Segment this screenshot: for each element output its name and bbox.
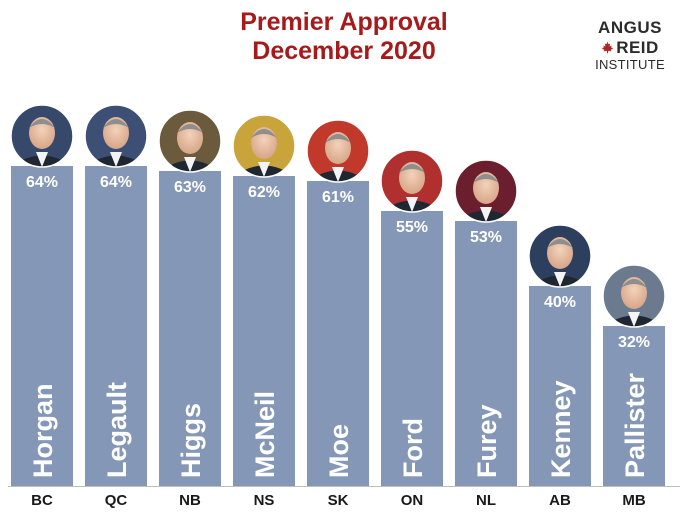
premier-name-label: Legault (102, 382, 132, 478)
province-label-on: ON (401, 492, 424, 509)
angus-reid-logo: ANGUS REID INSTITUTE (582, 18, 678, 73)
value-label: 40% (544, 294, 576, 311)
premier-photo (528, 224, 592, 288)
province-label-sk: SK (328, 492, 349, 509)
premier-photo (10, 104, 74, 168)
chart-title: Premier Approval December 2020 (0, 8, 688, 66)
province-label-nb: NB (179, 492, 201, 509)
logo-line-2: REID (582, 38, 678, 57)
premier-photo (454, 159, 518, 223)
province-label-qc: QC (105, 492, 128, 509)
chart-title-line: Premier Approval (240, 8, 448, 36)
bar-ab (529, 286, 591, 486)
value-label: 55% (396, 219, 428, 236)
premier-name-label: McNeil (250, 391, 280, 478)
bar-on (381, 211, 443, 486)
premier-photo (306, 119, 370, 183)
value-label: 63% (174, 179, 206, 196)
maple-leaf-icon (601, 41, 614, 54)
bar-nl (455, 221, 517, 486)
bar-qc (85, 166, 147, 486)
premier-photo (602, 264, 666, 328)
logo-line-2-text: REID (616, 38, 659, 57)
premier-name-label: Pallister (620, 372, 650, 478)
value-label: 53% (470, 229, 502, 246)
chart-subtitle: December 2020 (252, 37, 436, 65)
premier-name-label: Kenney (546, 380, 576, 478)
value-label: 64% (100, 174, 132, 191)
premier-photo (84, 104, 148, 168)
province-label-ns: NS (254, 492, 275, 509)
value-label: 32% (618, 334, 650, 351)
province-label-ab: AB (549, 492, 571, 509)
bar-nb (159, 171, 221, 486)
premier-name-label: Moe (324, 424, 354, 478)
province-label-bc: BC (31, 492, 53, 509)
logo-line-3: INSTITUTE (595, 57, 665, 72)
bar-ns (233, 176, 295, 486)
premier-photo (232, 114, 296, 178)
bar-bc (11, 166, 73, 486)
premier-name-label: Horgan (28, 384, 58, 479)
premier-name-label: Furey (472, 404, 502, 478)
premier-name-label: Ford (398, 418, 428, 478)
province-label-nl: NL (476, 492, 496, 509)
photos-group (10, 104, 666, 328)
value-label: 62% (248, 184, 280, 201)
x-axis-labels: BC QC NB NS SK ON NL AB MB (31, 492, 646, 509)
premier-photo (158, 109, 222, 173)
value-label: 61% (322, 189, 354, 206)
bar-sk (307, 181, 369, 486)
bars-group: 64% Horgan 64% Legault 63% Higgs 62% McNeil 61% M… (11, 166, 665, 486)
value-label: 64% (26, 174, 58, 191)
logo-line-1: ANGUS (598, 18, 662, 37)
bar-mb (603, 326, 665, 486)
province-label-mb: MB (622, 492, 645, 509)
premier-photo (380, 149, 444, 213)
premier-name-label: Higgs (176, 403, 206, 478)
